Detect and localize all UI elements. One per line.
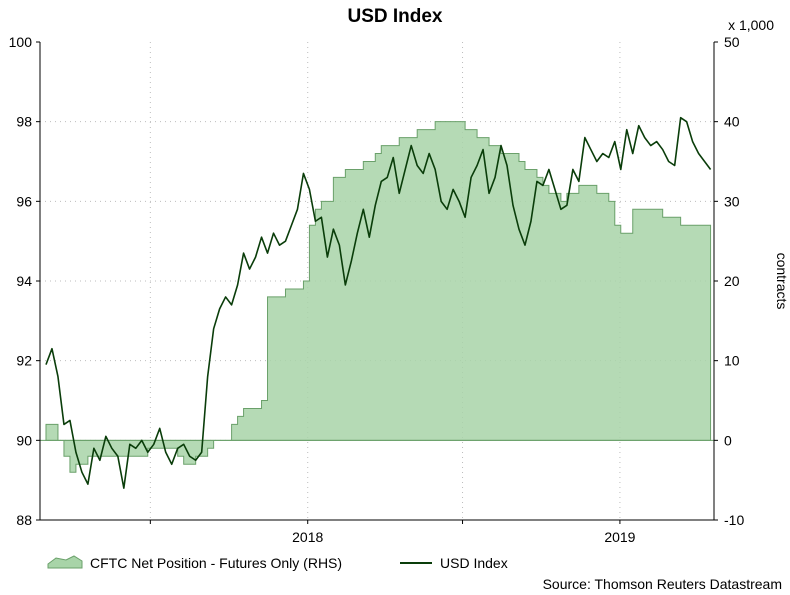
left-tick-label: 94	[16, 273, 32, 289]
cftc-area	[45, 121, 712, 473]
chart-title: USD Index	[347, 6, 442, 27]
legend-label-cftc: CFTC Net Position - Futures Only (RHS)	[90, 555, 342, 571]
left-axis-ticks: 88 90 92 94 96 98 100	[9, 34, 40, 528]
x-tick-label: 2018	[292, 529, 323, 545]
legend-label-usd: USD Index	[440, 555, 508, 571]
left-tick-label: 100	[9, 34, 33, 50]
line-series-layer	[45, 116, 712, 489]
right-tick-label: 30	[724, 193, 740, 209]
left-tick-label: 88	[16, 512, 32, 528]
left-tick-label: 90	[16, 432, 32, 448]
right-tick-label: 0	[724, 432, 732, 448]
right-tick-label: 40	[724, 114, 740, 130]
right-axis-ticks: -10 0 10 20 30 40 50	[714, 34, 744, 528]
right-tick-label: 50	[724, 34, 740, 50]
legend-area-swatch	[47, 555, 83, 569]
right-tick-label: 10	[724, 353, 740, 369]
usd-index-line	[45, 116, 712, 489]
left-tick-label: 92	[16, 353, 32, 369]
left-tick-label: 96	[16, 193, 32, 209]
x-tick-label: 2019	[604, 529, 635, 545]
x-axis-ticks: 2018 2019	[149, 520, 636, 545]
right-tick-label: -10	[724, 512, 744, 528]
right-tick-label: 20	[724, 273, 740, 289]
area-series-layer	[40, 121, 714, 473]
legend: CFTC Net Position - Futures Only (RHS) U…	[47, 555, 508, 571]
source-note: Source: Thomson Reuters Datastream	[543, 576, 782, 592]
right-axis-multiplier: x 1,000	[728, 17, 774, 33]
right-axis-label: contracts	[774, 253, 790, 310]
left-tick-label: 98	[16, 114, 32, 130]
